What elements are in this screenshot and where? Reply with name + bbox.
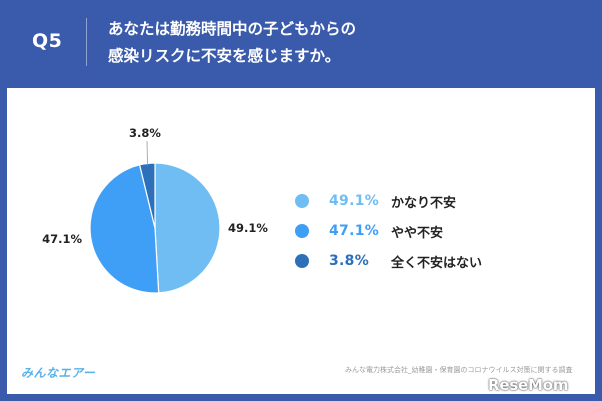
legend: 49.1% かなり不安 47.1% やや不安 3.8% 全く不安はない xyxy=(295,186,482,276)
brand-logo: みんなエアー xyxy=(21,366,96,380)
header-divider xyxy=(86,18,87,66)
watermark-logo: ReseMom xyxy=(488,376,569,394)
question-number: Q5 xyxy=(32,30,63,52)
legend-item-3: 3.8% 全く不安はない xyxy=(295,246,482,276)
question-line-1: あなたは勤務時間中の子どもからの xyxy=(108,20,357,38)
legend-percent-1: 49.1% xyxy=(329,193,380,209)
question-line-2: 感染リスクに不安を感じますか。 xyxy=(108,47,341,65)
pie-slice-2 xyxy=(89,164,160,294)
question-text: あなたは勤務時間中の子どもからの 感染リスクに不安を感じますか。 xyxy=(108,16,356,70)
pie-label-1: 49.1% xyxy=(228,221,268,235)
pie-slice-1 xyxy=(154,162,221,294)
legend-swatch-2 xyxy=(295,224,309,238)
legend-label-3: 全く不安はない xyxy=(391,255,483,271)
legend-label-1: かなり不安 xyxy=(391,195,457,211)
legend-label-2: やや不安 xyxy=(391,225,444,241)
header: Q5 あなたは勤務時間中の子どもからの 感染リスクに不安を感じますか。 xyxy=(0,0,602,84)
pie-chart: 49.1% 47.1% 3.8% xyxy=(42,126,268,294)
chart-card: 49.1% 47.1% 3.8% 49.1% かなり不安 47.1% やや不安 3.… xyxy=(7,88,595,394)
legend-swatch-3 xyxy=(295,254,309,268)
legend-percent-2: 47.1% xyxy=(329,223,380,239)
legend-item-2: 47.1% やや不安 xyxy=(295,216,482,246)
source-note: みんな電力株式会社_幼稚園・保育園のコロナウイルス対策に関する調査 xyxy=(345,366,573,374)
legend-swatch-1 xyxy=(295,194,309,208)
legend-percent-3: 3.8% xyxy=(329,253,370,269)
pie-label-2: 47.1% xyxy=(42,232,82,246)
pie-label-3: 3.8% xyxy=(129,126,161,140)
legend-item-1: 49.1% かなり不安 xyxy=(295,186,482,216)
